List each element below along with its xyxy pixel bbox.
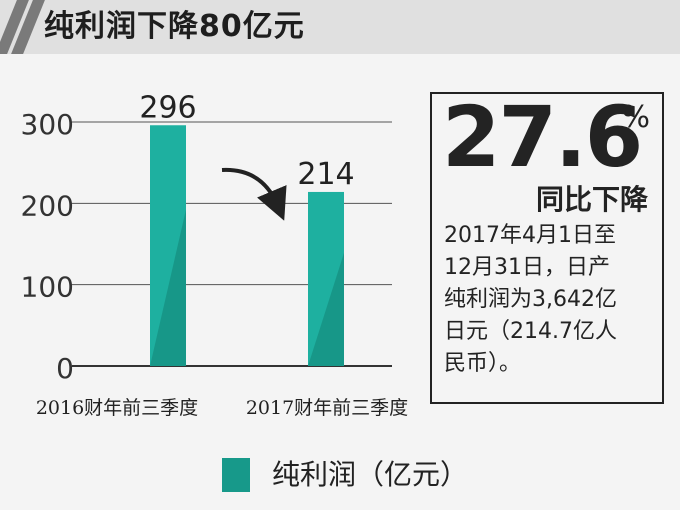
page-title: 纯利润下降80亿元 bbox=[44, 9, 305, 44]
data-label: 214 bbox=[297, 157, 354, 192]
note-line: 2017年4月1日至 bbox=[444, 223, 616, 248]
y-tick-label: 200 bbox=[21, 189, 74, 222]
note-line: 民币）。 bbox=[444, 351, 522, 376]
bar-chart: 0 100 200 300 296 2016财年前三季度 214 2017财年前三季度 bbox=[21, 90, 409, 419]
percent-unit: % bbox=[621, 100, 650, 135]
summary-callout: 27.6 % 同比下降 2017年4月1日至 12月31日，日产 纯利润为3,6… bbox=[430, 88, 664, 404]
note-line: 纯利润为3,642亿 bbox=[444, 287, 617, 312]
y-tick-label: 300 bbox=[21, 108, 74, 141]
decline-percent-value: 27.6 bbox=[442, 88, 643, 186]
data-label: 296 bbox=[139, 90, 196, 125]
decline-label: 同比下降 bbox=[535, 183, 648, 216]
bar-shade bbox=[150, 209, 186, 366]
note-line: 日元（214.7亿人 bbox=[444, 319, 617, 344]
y-tick-label: 100 bbox=[21, 271, 74, 304]
legend-label: 纯利润（亿元） bbox=[272, 458, 469, 491]
category-label: 2017财年前三季度 bbox=[246, 397, 408, 419]
legend-swatch bbox=[222, 458, 250, 492]
bar-shade bbox=[308, 252, 344, 366]
y-tick-label: 0 bbox=[56, 352, 74, 385]
category-label: 2016财年前三季度 bbox=[36, 397, 198, 419]
trend-arrow-icon bbox=[221, 167, 287, 221]
callout-note: 2017年4月1日至 12月31日，日产 纯利润为3,642亿 日元（214.7… bbox=[444, 220, 658, 380]
note-line: 12月31日，日产 bbox=[444, 255, 610, 280]
header-bar: 纯利润下降80亿元 bbox=[0, 0, 680, 54]
